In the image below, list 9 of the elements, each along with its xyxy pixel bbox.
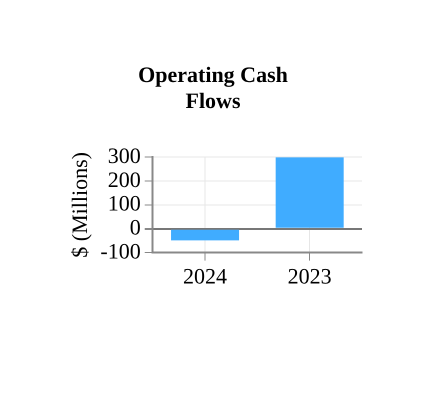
y-tick-label: 0 <box>130 214 141 240</box>
y-axis-title: $ (Millions) <box>66 152 92 258</box>
x-tick-label: 2024 <box>183 264 228 289</box>
y-tick-label: 300 <box>108 142 141 168</box>
y-tick-label: -100 <box>100 238 141 264</box>
chart-title: Operating Cash Flows <box>137 62 289 114</box>
x-tick-label: 2023 <box>288 264 332 289</box>
y-tick-label: 100 <box>108 190 141 216</box>
y-tick-label: 200 <box>108 166 141 192</box>
